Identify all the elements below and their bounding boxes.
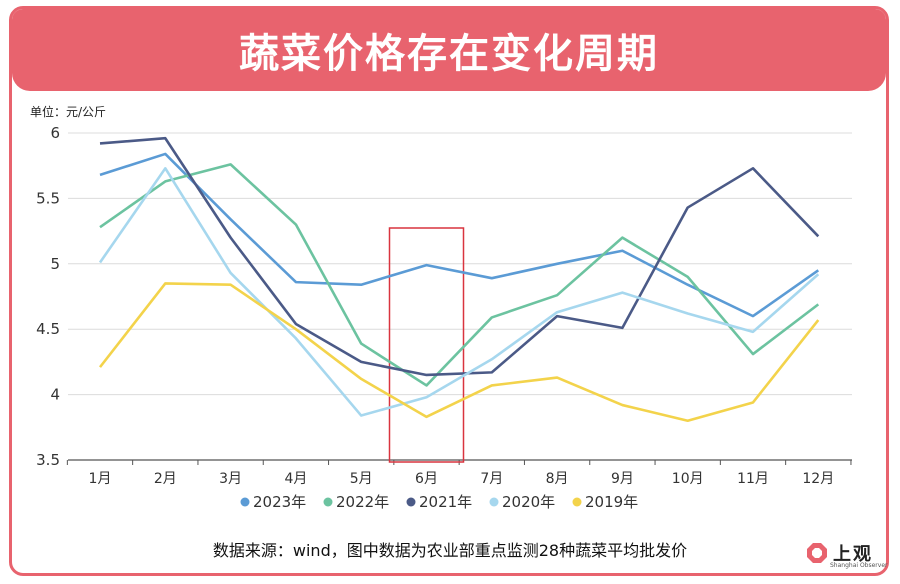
data-source-note: 数据来源：wind，图中数据为农业部重点监测28种蔬菜平均批发价 [212,541,688,560]
x-tick-label: 3月 [219,471,242,487]
legend-label: 2023年 [253,493,306,511]
x-tick-label: 12月 [802,471,834,487]
x-tick-label: 4月 [284,471,307,487]
page-title: 蔬菜价格存在变化周期 [239,31,659,77]
legend-marker [406,497,416,507]
legend-marker [240,497,250,507]
y-tick-label: 5.5 [36,189,60,207]
x-tick-label: 1月 [89,471,112,487]
legend-label: 2019年 [585,493,638,511]
brand-logo: 上观 Shanghai Observer [806,540,887,569]
y-tick-label: 4.5 [36,320,60,338]
brand-octagon-icon [807,543,827,563]
legend-label: 2020年 [502,493,555,511]
x-tick-label: 6月 [415,471,438,487]
y-tick-label: 6 [50,124,60,142]
legend-marker [572,497,582,507]
y-tick-label: 3.5 [36,451,60,469]
series-line-2020年 [98,167,820,417]
y-axis-label: 单位：元/公斤 [30,104,106,119]
x-tick-label: 2月 [154,471,177,487]
highlight-box [388,227,465,463]
legend-marker [323,497,333,507]
title-banner: 蔬菜价格存在变化周期 [12,9,886,91]
legend-marker [489,497,499,507]
series-line-2019年 [98,282,820,423]
x-tick-label: 11月 [737,471,769,487]
x-tick-label: 9月 [611,471,634,487]
y-tick-label: 5 [50,255,60,273]
legend-label: 2022年 [336,493,389,511]
y-tick-label: 4 [50,386,60,404]
series-line-2022年 [99,163,820,387]
x-tick-label: 7月 [480,471,503,487]
x-tick-label: 10月 [672,471,704,487]
chart-card: 蔬菜价格存在变化周期 [9,6,889,576]
series-line-2021年 [99,136,820,377]
x-tick-label: 8月 [546,471,569,487]
legend-label: 2021年 [419,493,472,511]
brand-subtitle: Shanghai Observer [830,562,888,569]
x-tick-label: 5月 [350,471,373,487]
brand-name: 上观 [833,544,873,565]
